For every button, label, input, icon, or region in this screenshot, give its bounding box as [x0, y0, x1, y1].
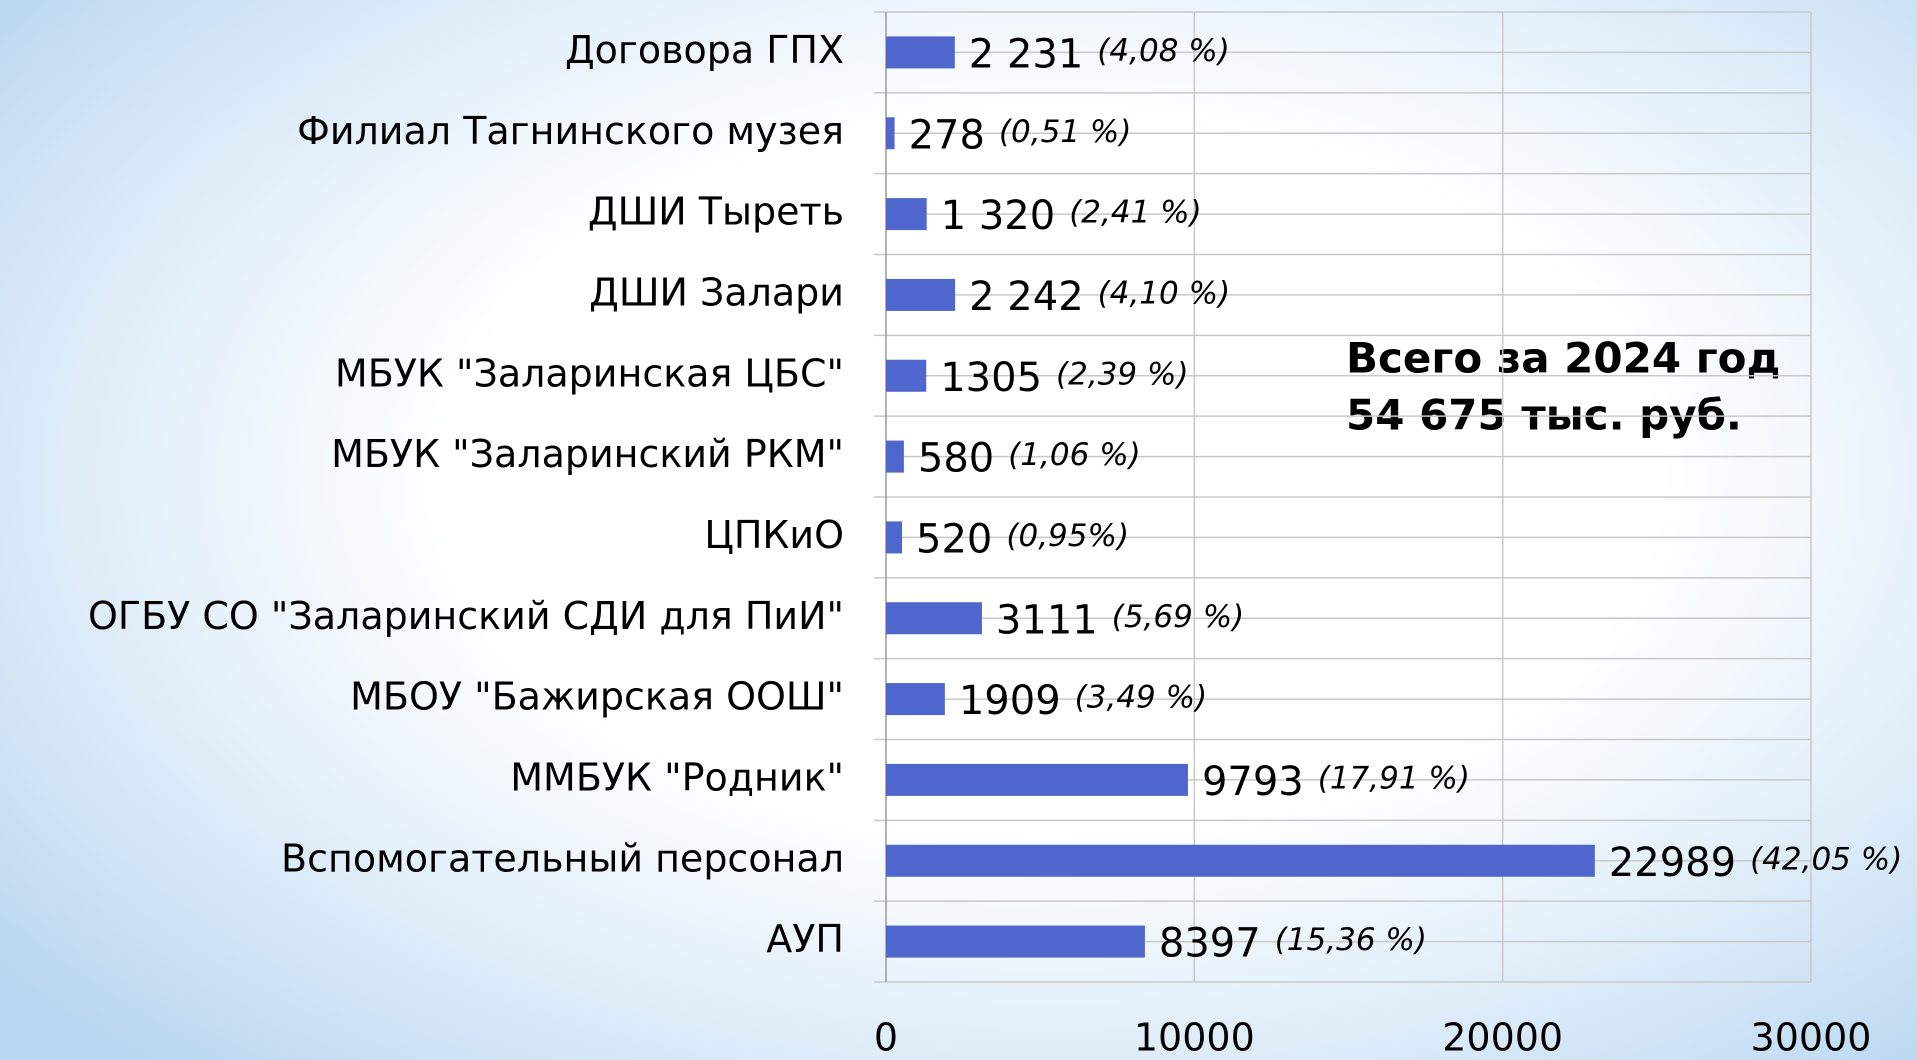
value-label: 2 242 — [969, 274, 1084, 320]
category-label: ЦПКиО — [704, 513, 844, 557]
value-label: 22989 — [1609, 840, 1736, 886]
category-label: Вспомогательный персонал — [281, 836, 844, 880]
category-label: МБУК "Заларинский РКМ" — [331, 432, 844, 476]
value-label: 9793 — [1202, 759, 1304, 805]
percent-label: (1,06 %) — [1008, 437, 1141, 473]
percent-label: (17,91 %) — [1318, 760, 1470, 796]
percent-label: (0,51 %) — [999, 114, 1132, 150]
value-label: 1305 — [940, 355, 1042, 401]
percent-label: (0,95%) — [1006, 518, 1129, 554]
x-tick-label: 10000 — [1134, 1016, 1255, 1060]
percent-label: (2,39 %) — [1056, 356, 1189, 392]
percent-label: (3,49 %) — [1075, 680, 1208, 716]
bar — [886, 602, 982, 635]
category-label: ММБУК "Родник" — [510, 755, 844, 799]
category-label: МБОУ "Бажирская ООШ" — [350, 675, 844, 719]
bar — [886, 763, 1188, 796]
bar — [886, 278, 956, 311]
category-label: Договора ГПХ — [565, 28, 844, 72]
percent-label: (15,36 %) — [1275, 922, 1427, 958]
bar — [886, 117, 895, 150]
bar — [886, 521, 903, 554]
value-label: 1909 — [959, 678, 1061, 724]
value-label: 8397 — [1159, 921, 1261, 967]
bar — [886, 844, 1595, 877]
category-label: АУП — [766, 917, 844, 961]
percent-label: (5,69 %) — [1112, 599, 1245, 635]
bar — [886, 36, 955, 69]
annotation: Всего за 2024 год — [1346, 334, 1780, 383]
value-label: 580 — [918, 436, 994, 482]
x-tick-label: 0 — [874, 1016, 898, 1060]
category-label: ДШИ Залари — [589, 270, 844, 314]
value-label: 1 320 — [941, 193, 1056, 239]
x-tick-label: 20000 — [1442, 1016, 1563, 1060]
annotation: 54 675 тыс. руб. — [1346, 391, 1742, 440]
category-label: Филиал Тагнинского музея — [297, 109, 844, 153]
value-label: 278 — [909, 112, 985, 158]
percent-label: (2,41 %) — [1069, 195, 1202, 231]
bar — [886, 440, 904, 473]
value-label: 520 — [916, 516, 992, 562]
x-tick-label: 30000 — [1751, 1016, 1872, 1060]
bar — [886, 925, 1145, 958]
percent-label: (4,10 %) — [1098, 275, 1231, 311]
bar — [886, 683, 945, 716]
category-label: ДШИ Тыреть — [588, 190, 844, 234]
value-label: 2 231 — [969, 31, 1084, 77]
bar — [886, 359, 927, 392]
category-label: МБУК "Заларинская ЦБС" — [335, 351, 844, 395]
percent-label: (42,05 %) — [1750, 841, 1902, 877]
percent-label: (4,08 %) — [1097, 33, 1230, 69]
category-label: ОГБУ СО "Заларинский СДИ для ПиИ" — [88, 594, 844, 638]
value-label: 3111 — [996, 597, 1098, 643]
bar — [886, 198, 927, 231]
